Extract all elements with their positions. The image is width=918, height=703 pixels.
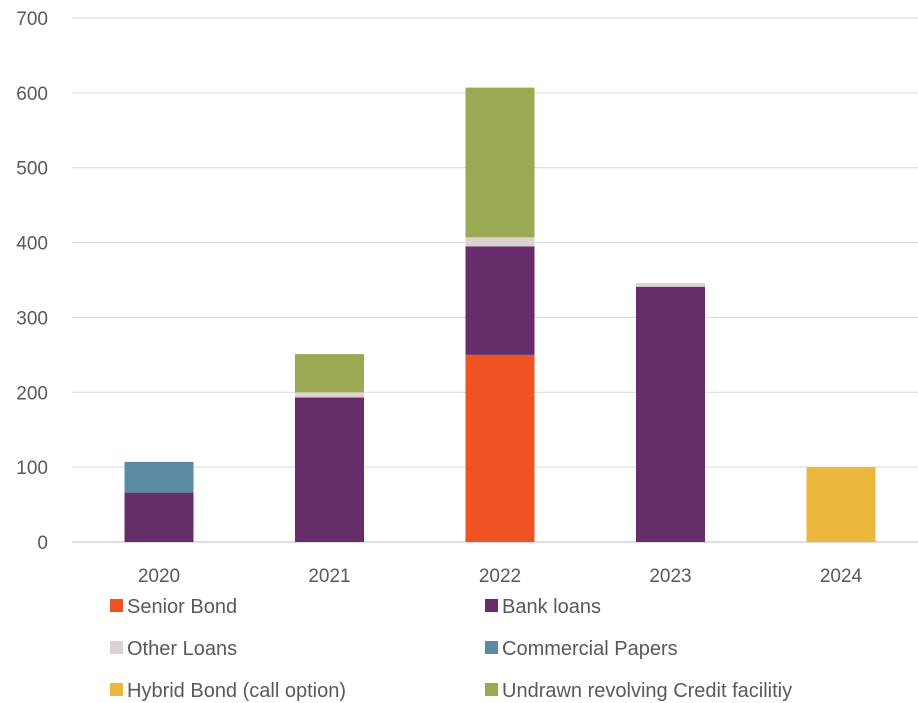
bar-segment: [806, 467, 876, 542]
bar-segment: [295, 397, 364, 542]
legend-label: Senior Bond: [127, 596, 237, 618]
legend-label: Hybrid Bond (call option): [127, 680, 346, 702]
x-tick-label: 2022: [479, 566, 521, 587]
y-tick-label: 400: [16, 234, 48, 255]
y-tick-label: 500: [16, 159, 48, 180]
legend-swatch: [485, 641, 498, 654]
legend-label: Bank loans: [502, 596, 601, 618]
bar-segment: [465, 246, 535, 355]
bar-segment: [465, 237, 535, 247]
bar-segment: [636, 286, 705, 542]
x-tick-label: 2024: [820, 566, 863, 587]
legend-label: Undrawn revolving Credit facilitiy: [502, 680, 792, 702]
x-tick-label: 2023: [649, 566, 691, 587]
legend-label: Commercial Papers: [502, 638, 678, 660]
bar-segment: [465, 87, 535, 238]
y-tick-label: 300: [16, 308, 48, 329]
y-tick-label: 0: [37, 533, 48, 554]
y-axis-ticks: 0 100 200 300 400 500 600 700: [16, 9, 48, 554]
legend-swatch: [485, 683, 498, 696]
x-axis-ticks: 2020 2021 2022 2023 2024: [138, 566, 863, 587]
legend-swatch: [110, 641, 123, 654]
legend-swatch: [110, 683, 123, 696]
legend-swatch: [485, 599, 498, 612]
x-tick-label: 2021: [308, 566, 350, 587]
bar-segment: [295, 354, 364, 393]
legend-swatch: [110, 599, 123, 612]
x-tick-label: 2020: [138, 566, 180, 587]
bar-segment: [295, 392, 364, 398]
bars: [124, 87, 876, 542]
bar-segment: [124, 461, 194, 493]
legend: Senior Bond Bank loans Other Loans Commerci…: [110, 596, 792, 702]
bar-segment: [636, 282, 705, 287]
y-tick-label: 100: [16, 458, 48, 479]
bar-segment: [124, 492, 194, 542]
y-tick-label: 200: [16, 383, 48, 404]
legend-label: Other Loans: [127, 638, 237, 660]
y-tick-label: 600: [16, 84, 48, 105]
y-tick-label: 700: [16, 9, 48, 30]
bar-segment: [465, 354, 535, 542]
